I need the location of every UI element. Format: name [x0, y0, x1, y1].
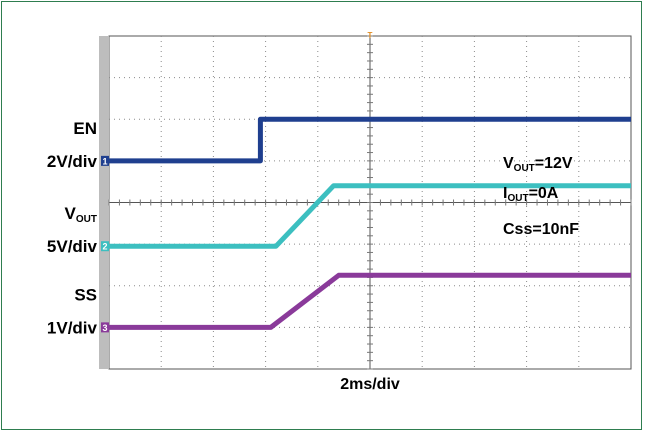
- trace-ss: [109, 272, 631, 330]
- traces: [109, 116, 631, 330]
- trace-vout: [109, 183, 631, 249]
- channel-rail: [99, 36, 109, 369]
- annotation-3: Css=10nF: [503, 221, 579, 238]
- series-name-vout: VOUT: [65, 204, 97, 225]
- channel-marker-label-ss: 3: [102, 323, 107, 333]
- annotation-1: VOUT=12V: [503, 155, 573, 174]
- channel-marker-ss: [101, 322, 109, 333]
- axes: T 1 2 3: [99, 31, 632, 370]
- channel-marker-en: [101, 155, 109, 166]
- x-axis-label: 2ms/div: [340, 376, 400, 393]
- channel-marker-label-en: 1: [102, 156, 107, 166]
- scale-label-en: 2V/div: [47, 152, 98, 171]
- trigger-marker: T: [368, 31, 373, 40]
- annotation-2: IOUT=0A: [503, 185, 559, 204]
- series-name-en: EN: [73, 119, 97, 138]
- series-name-ss: SS: [74, 285, 97, 304]
- trace-en: [109, 116, 631, 164]
- channel-marker-vout: [101, 241, 109, 252]
- scale-label-vout: 5V/div: [47, 237, 98, 256]
- scale-label-ss: 1V/div: [47, 318, 98, 337]
- labels: EN 2V/div VOUT 5V/div SS 1V/div VOUT=12V IOUT=0…: [47, 119, 579, 393]
- channel-marker-label-vout: 2: [102, 242, 107, 252]
